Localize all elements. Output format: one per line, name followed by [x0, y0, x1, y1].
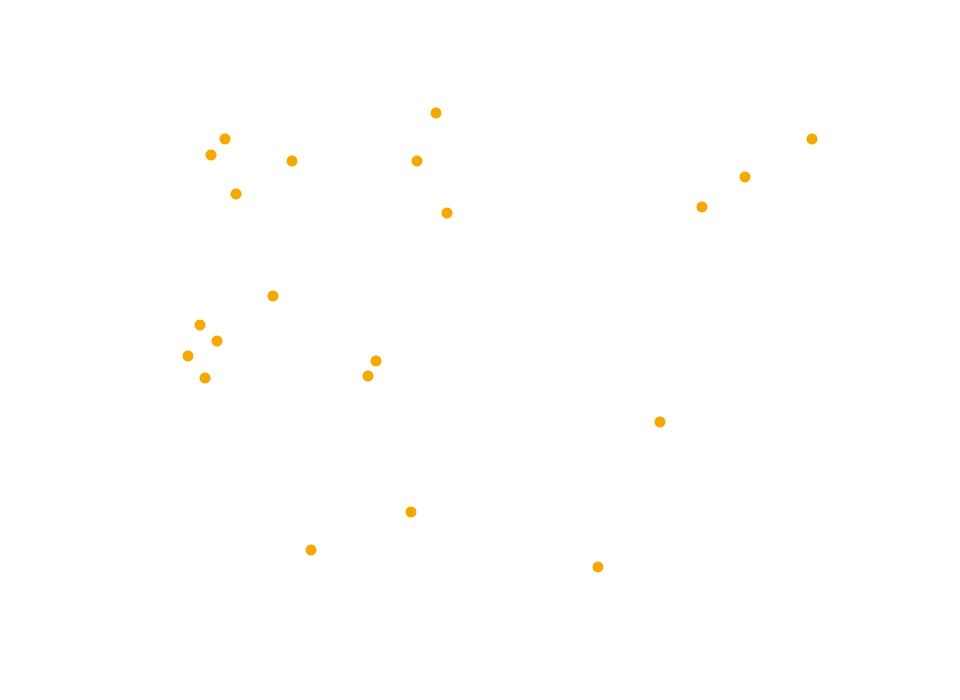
scatter-point — [362, 370, 374, 382]
scatter-point — [182, 350, 194, 362]
scatter-point — [370, 355, 382, 367]
scatter-point — [286, 155, 298, 167]
scatter-point — [441, 207, 453, 219]
scatter-point — [739, 171, 751, 183]
scatter-point — [230, 188, 242, 200]
scatter-point — [405, 506, 417, 518]
scatter-point — [592, 561, 604, 573]
scatter-point — [194, 319, 206, 331]
points-layer — [182, 107, 818, 573]
scatter-point — [411, 155, 423, 167]
scatter-point — [305, 544, 317, 556]
scatter-point — [696, 201, 708, 213]
scatter-point — [205, 149, 217, 161]
scatter-point — [211, 335, 223, 347]
scatter-point — [654, 416, 666, 428]
scatter-point — [219, 133, 231, 145]
scatter-point — [199, 372, 211, 384]
scatter-point — [267, 290, 279, 302]
scatter-point — [806, 133, 818, 145]
scatter-point — [430, 107, 442, 119]
